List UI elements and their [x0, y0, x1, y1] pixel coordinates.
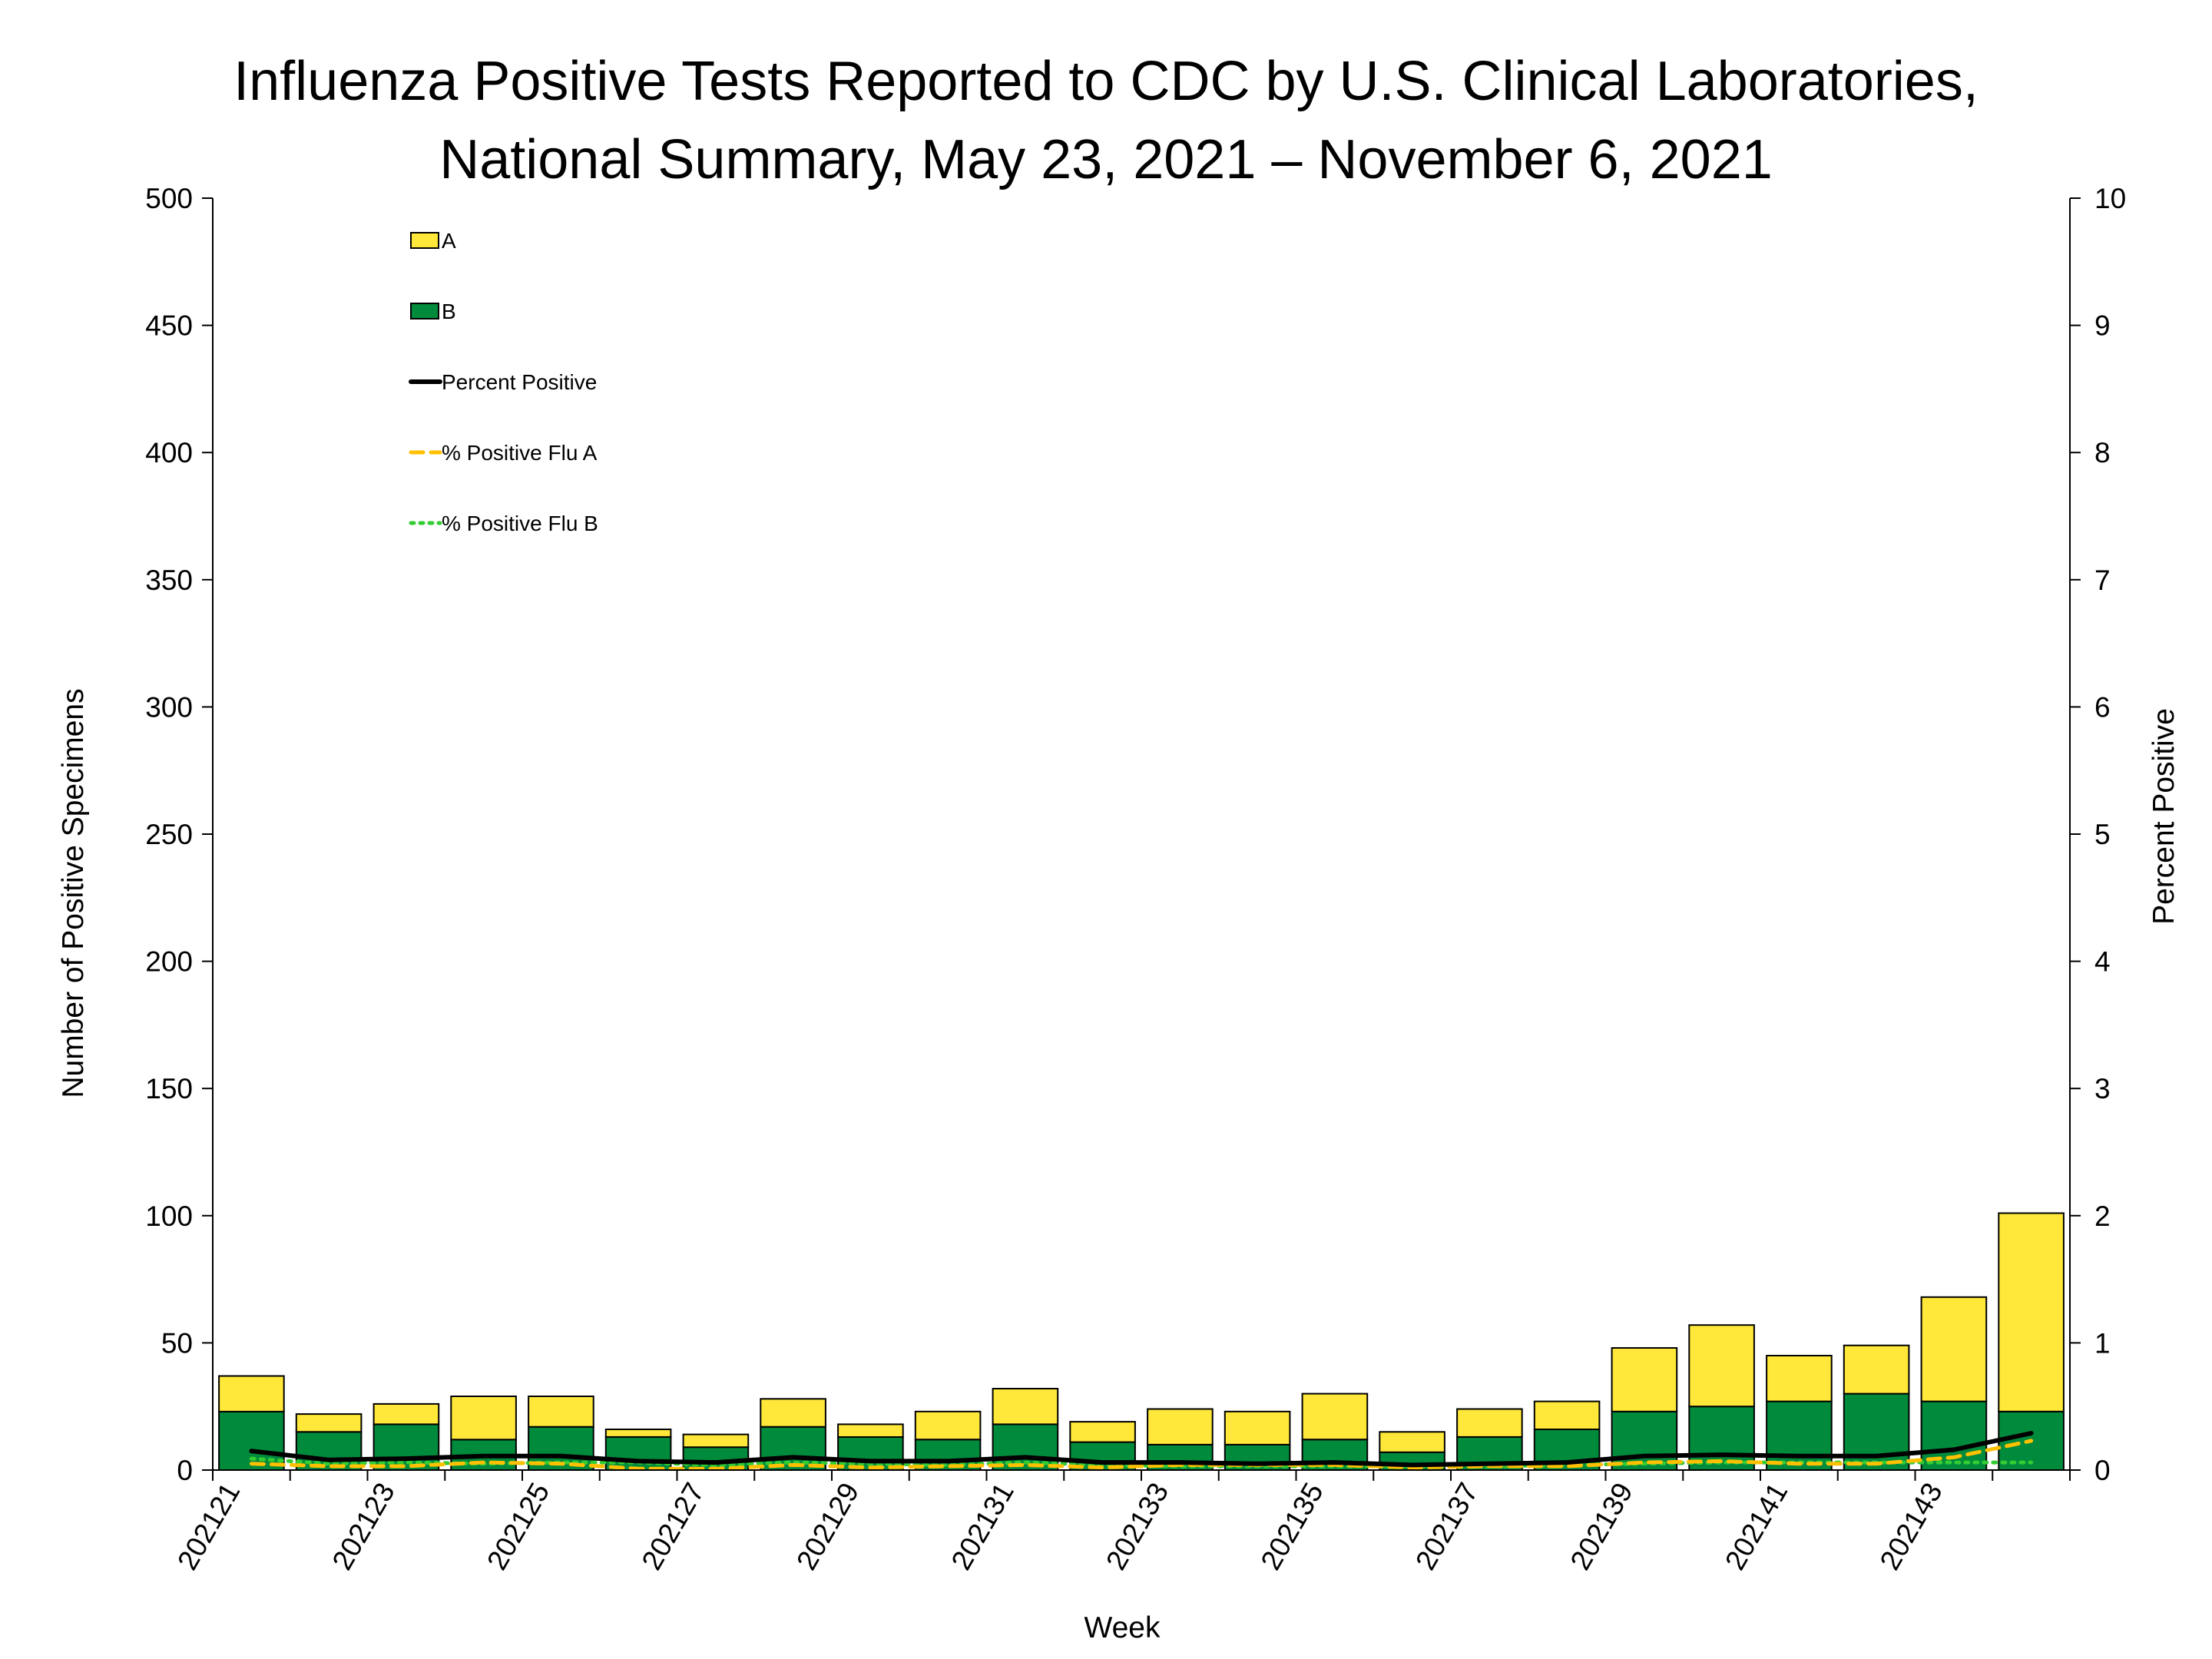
- y2-axis-title: Percent Positive: [2147, 708, 2181, 925]
- legend-label-positive-flu-b: % Positive Flu B: [442, 512, 598, 535]
- y-tick-label: 150: [145, 1073, 193, 1104]
- x-axis-title: Week: [1084, 1611, 1161, 1644]
- y2-tick-label: 10: [2094, 183, 2126, 214]
- y-tick-label: 100: [145, 1200, 193, 1232]
- bar-a-202123: [373, 1402, 440, 1426]
- bar-a-202140: [1688, 1324, 1755, 1408]
- bar-a-202121: [218, 1375, 285, 1412]
- x-tick-label: 202131: [945, 1478, 1020, 1575]
- legend-label-positive-flu-a: % Positive Flu A: [442, 441, 598, 465]
- x-tick-label: 202137: [1409, 1478, 1484, 1575]
- bar-a-202126: [604, 1429, 672, 1438]
- y-tick-label: 400: [145, 437, 193, 469]
- y-tick-label: 0: [177, 1455, 193, 1486]
- line-percent-positive: [249, 1431, 2034, 1468]
- y2-tick-label: 9: [2094, 310, 2111, 342]
- bar-a-202134: [1224, 1410, 1291, 1445]
- y2-tick-label: 8: [2094, 437, 2111, 469]
- y2-tick-label: 1: [2094, 1327, 2111, 1359]
- x-tick-label: 202141: [1719, 1478, 1793, 1575]
- y2-tick-label: 7: [2094, 565, 2111, 596]
- y-tick-label: 450: [145, 310, 193, 342]
- x-tick-label: 202135: [1255, 1478, 1330, 1575]
- y2-tick-label: 3: [2094, 1073, 2111, 1104]
- legend-label-percent-positive: Percent Positive: [442, 370, 597, 394]
- bar-b-202141: [1766, 1400, 1833, 1471]
- bar-a-202131: [992, 1388, 1059, 1426]
- bar-a-202125: [528, 1396, 594, 1428]
- bar-b-202142: [1843, 1392, 1910, 1471]
- x-tick-label: 202143: [1874, 1478, 1949, 1575]
- bar-a-202136: [1379, 1431, 1445, 1453]
- y-tick-label: 300: [145, 691, 193, 723]
- legend-label-a: A: [442, 229, 456, 253]
- bar-a-202129: [837, 1423, 904, 1439]
- bar-a-202127: [682, 1433, 750, 1449]
- bar-a-202139: [1611, 1347, 1678, 1412]
- bar-a-202144: [1998, 1212, 2065, 1412]
- y-tick-label: 50: [161, 1327, 193, 1359]
- x-tick-label: 202125: [481, 1478, 555, 1575]
- legend-swatch-a: [410, 232, 439, 249]
- legend-swatch-b: [410, 303, 439, 320]
- y2-tick-label: 6: [2094, 691, 2111, 723]
- bar-a-202141: [1766, 1355, 1833, 1402]
- x-tick-label: 202139: [1565, 1478, 1639, 1575]
- y2-tick-label: 4: [2094, 946, 2111, 978]
- bar-a-202135: [1301, 1392, 1369, 1441]
- line-positive-flu-a: [249, 1439, 2034, 1471]
- chart-title-line-1: Influenza Positive Tests Reported to CDC…: [233, 51, 1979, 112]
- x-tick-label: 202121: [171, 1478, 246, 1575]
- plot-area: 0 50 100 150 200 250 300 350 400 450 500 0 1 2 3 4 5 6 7 8 9…: [145, 183, 2126, 1575]
- bar-a-202130: [914, 1410, 982, 1441]
- bar-a-202137: [1456, 1408, 1523, 1438]
- y-tick-label: 500: [145, 183, 193, 214]
- bar-a-202138: [1533, 1400, 1601, 1430]
- y-tick-label: 250: [145, 819, 193, 850]
- bar-a-202122: [295, 1413, 363, 1433]
- bar-a-202133: [1147, 1408, 1214, 1445]
- bar-a-202143: [1920, 1296, 1988, 1402]
- y-tick-label: 200: [145, 946, 193, 978]
- bar-b-202126: [604, 1435, 672, 1472]
- x-tick-label: 202123: [326, 1478, 401, 1575]
- bar-b-202139: [1611, 1410, 1678, 1472]
- bar-a-202124: [450, 1396, 517, 1441]
- y-axis-title: Number of Positive Specimens: [57, 688, 90, 1098]
- y2-tick-label: 2: [2094, 1200, 2111, 1232]
- y2-tick-label: 5: [2094, 819, 2111, 850]
- bar-a-202128: [760, 1398, 826, 1428]
- chart-title-line-2: National Summary, May 23, 2021 – Novembe…: [439, 129, 1773, 190]
- legend-label-b: B: [442, 300, 456, 323]
- y-tick-label: 350: [145, 565, 193, 596]
- bar-a-202142: [1843, 1344, 1910, 1395]
- x-tick-label: 202133: [1100, 1478, 1174, 1575]
- x-tick-label: 202127: [636, 1478, 710, 1575]
- bar-a-202132: [1069, 1421, 1136, 1443]
- x-tick-label: 202129: [790, 1478, 865, 1575]
- y2-tick-label: 0: [2094, 1455, 2111, 1486]
